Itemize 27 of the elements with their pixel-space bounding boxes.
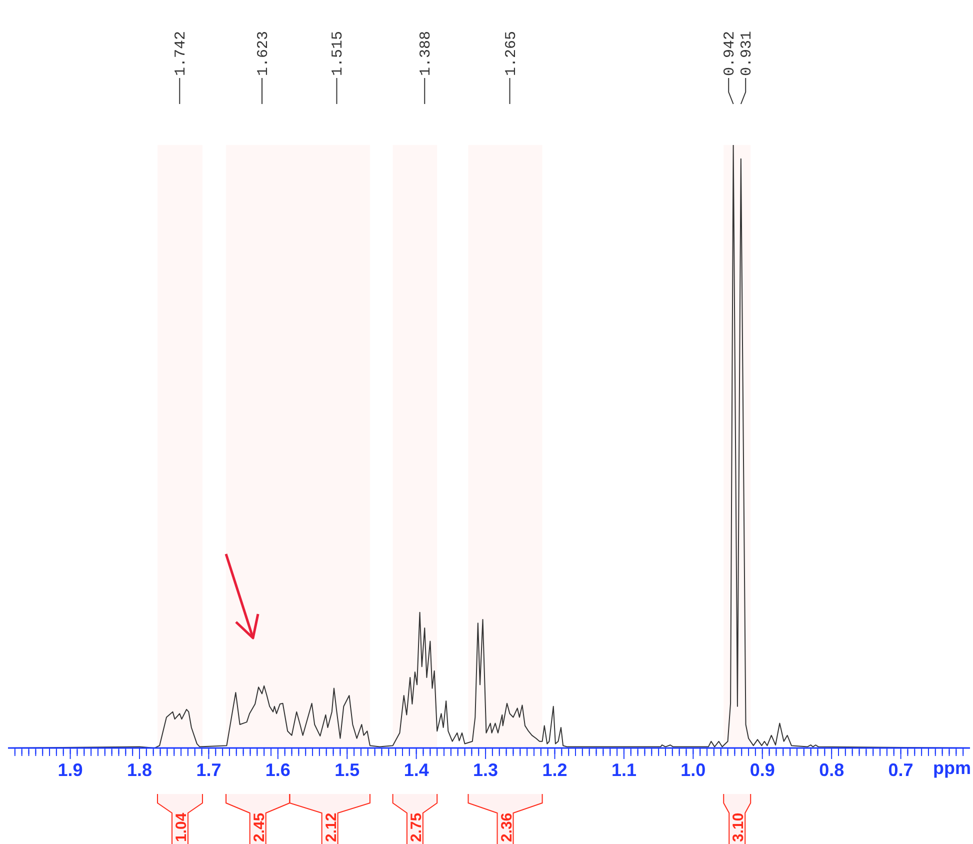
x-tick-label: 1.2 (542, 760, 568, 780)
text: 0.942 (722, 30, 739, 76)
x-tick-label: 0.9 (750, 760, 775, 780)
x-tick-label: 1.8 (126, 760, 152, 780)
band-label: 2.36 (498, 812, 516, 842)
x-tick-label: 1.5 (334, 760, 360, 780)
x-tick-label: 1.7 (196, 760, 222, 780)
text: 1.515 (330, 30, 347, 76)
x-tick-label: 1.3 (473, 760, 498, 780)
x-tick-label: 1.0 (680, 760, 706, 780)
band-label: 2.12 (322, 812, 340, 842)
band-label: 3.10 (730, 812, 748, 842)
x-tick-label: 1.1 (611, 760, 636, 780)
x-tick-label: 1.6 (265, 760, 290, 780)
text: 0.931 (738, 30, 756, 76)
band-label: 2.75 (408, 812, 425, 842)
x-axis-title: ppm (933, 758, 971, 778)
x-tick-label: 1.4 (404, 760, 429, 780)
text: 1.742 (172, 30, 190, 76)
x-tick-label: 0.8 (819, 760, 844, 780)
text: 1.388 (418, 30, 435, 76)
text: 1.265 (502, 30, 520, 76)
x-tick-label: 0.7 (888, 760, 914, 780)
text: 1.623 (254, 30, 272, 76)
x-tick-label: 1.9 (58, 760, 83, 780)
band-label: 2.45 (250, 812, 268, 842)
band-label: 1.04 (172, 812, 190, 842)
